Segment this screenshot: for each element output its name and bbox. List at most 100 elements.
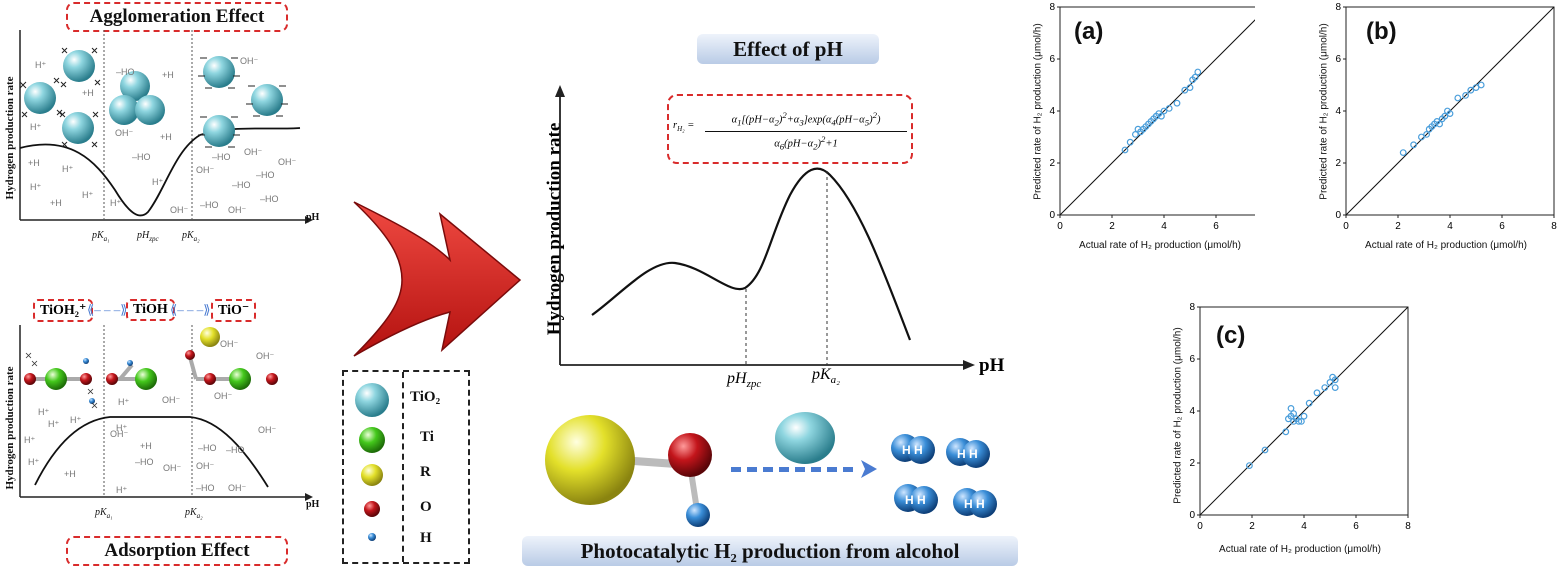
svg-text:H⁺: H⁺: [38, 407, 49, 417]
alcohol-r-group-icon: [545, 415, 635, 505]
x-tick-label: 2: [1249, 521, 1255, 532]
scatter-point: [1423, 130, 1430, 138]
y-tick-label: 0: [1049, 210, 1055, 221]
svg-text:H⁺: H⁺: [152, 177, 163, 187]
tio2-particle-icon: [24, 50, 283, 147]
equation-box: rH₂ = α1[(pH−α2)2+α3]exp(α4(pH−α5)2) α6(…: [667, 94, 913, 164]
x-tick-label: 2: [1395, 221, 1401, 232]
y-tick-label: 4: [1335, 106, 1341, 117]
effect-of-ph-text: Effect of pH: [733, 36, 843, 61]
y-tick-label: 2: [1049, 158, 1055, 169]
scatter-point: [1186, 84, 1194, 91]
svg-text:+H: +H: [160, 132, 172, 142]
species-tio: TiO⁻: [211, 299, 257, 322]
legend-label-o: O: [420, 499, 432, 515]
scatter-point: [1181, 86, 1189, 94]
scatter-point: [1446, 110, 1454, 117]
y-tick-label: 4: [1049, 106, 1055, 117]
svg-text:–HO: –HO: [212, 152, 231, 162]
scatter-point: [1313, 389, 1321, 397]
alcohol-o-atom-icon: [668, 433, 712, 477]
center-tick-phzpc: pHzpc: [727, 370, 762, 391]
left-bottom-tick-pka1: pKa₁: [95, 507, 113, 520]
scatter-point: [1454, 94, 1462, 102]
svg-text:H⁺: H⁺: [30, 182, 41, 192]
y-tick-label: 2: [1189, 458, 1195, 469]
svg-text:H⁺: H⁺: [35, 60, 46, 70]
panel-a-letter: (a): [1074, 18, 1104, 45]
scatter-point: [1121, 146, 1129, 154]
y-tick-label: 2: [1335, 158, 1341, 169]
species-row: TiOH₂⁺ ⟪– – –⟫ TiOH ⟪– – –⟫ TiO⁻: [33, 297, 257, 323]
x-tick-label: 6: [1499, 221, 1505, 232]
agglomeration-title: Agglomeration Effect: [89, 6, 265, 27]
legend-label-r: R: [420, 464, 431, 480]
svg-text:OH⁻: OH⁻: [196, 165, 215, 175]
equilibrium-arrow-icon: ⟪– – –⟫: [170, 302, 211, 317]
agglomeration-title-box: Agglomeration Effect: [66, 2, 288, 32]
tio2-sphere-icon: [355, 383, 389, 417]
y-tick-label: 8: [1335, 2, 1341, 13]
svg-text:–HO: –HO: [256, 170, 275, 180]
svg-text:H⁺: H⁺: [24, 435, 35, 445]
svg-text:H⁺: H⁺: [62, 164, 73, 174]
svg-text:–HO: –HO: [196, 483, 215, 493]
big-red-arrow-icon: [353, 201, 522, 357]
x-tick-label: 4: [1161, 221, 1167, 232]
x-tick-label: 4: [1447, 221, 1453, 232]
scatter-point: [1331, 376, 1339, 384]
scatter-point: [1173, 99, 1181, 107]
svg-text:H⁺: H⁺: [28, 457, 39, 467]
svg-text:OH⁻: OH⁻: [228, 483, 247, 493]
svg-text:+H: +H: [162, 70, 174, 80]
h2-molecule-label: H H: [905, 493, 926, 507]
svg-text:H⁺: H⁺: [116, 423, 127, 433]
left-top-tick-pka2: pKa₂: [182, 230, 200, 243]
scatter-b-ylabel: Predicted rate of H₂ production (μmol/h): [1318, 23, 1330, 200]
svg-text:H⁺: H⁺: [82, 190, 93, 200]
left-bottom-xlabel: pH: [306, 499, 320, 510]
photocatalytic-text: Photocatalytic H₂ production from alcoho…: [580, 538, 960, 563]
svg-text:OH⁻: OH⁻: [228, 205, 247, 215]
scatter-point: [1321, 384, 1329, 391]
scatter-point: [1326, 378, 1334, 386]
scatter-point: [1290, 410, 1298, 417]
svg-text:OH⁻: OH⁻: [214, 391, 233, 401]
x-tick-label: 8: [1405, 521, 1411, 532]
svg-text:+H: +H: [82, 88, 94, 98]
scatter-point: [1157, 112, 1165, 120]
svg-text:OH⁻: OH⁻: [220, 339, 239, 349]
center-plot: [555, 85, 975, 370]
panel-c-letter: (c): [1216, 322, 1246, 349]
scatter-b-svg: 00 2 2 4 4 6 6 8 8: [1335, 2, 1557, 232]
x-tick-label: 4: [1301, 521, 1307, 532]
svg-text:OH⁻: OH⁻: [110, 429, 129, 439]
identity-line: [1059, 19, 1255, 216]
h-sphere-icon: [368, 533, 376, 541]
scatter-point: [1300, 412, 1308, 420]
photocatalytic-title: Photocatalytic H₂ production from alcoho…: [522, 536, 1018, 566]
photocatalysis-scene: H H H H H H H H: [545, 412, 997, 527]
left-top-xlabel: pH: [306, 212, 320, 223]
scatter-point: [1297, 417, 1305, 425]
svg-text:H⁺: H⁺: [110, 198, 121, 208]
x-tick-label: 6: [1353, 521, 1359, 532]
scatter-point: [1160, 107, 1168, 115]
adsorption-plot: H⁺H⁺ H⁺ H⁺H⁺+H H⁺H⁺+H H⁺OH⁻OH⁻ –HOOH⁻OH⁻ …: [19, 325, 313, 501]
y-tick-label: 0: [1335, 210, 1341, 221]
svg-text:–HO: –HO: [260, 194, 279, 204]
svg-text:–HO: –HO: [232, 180, 251, 190]
scatter-point: [1331, 384, 1339, 391]
scatter-a-ylabel: Predicted rate of H₂ production (μmol/h): [1032, 23, 1044, 200]
adsorption-title-box: Adsorption Effect: [66, 536, 288, 566]
r-sphere-icon: [361, 464, 383, 486]
scatter-point: [1436, 120, 1444, 128]
alcohol-h-atom-icon: [686, 503, 710, 527]
o-sphere-icon: [364, 501, 380, 517]
scatter-point: [1126, 138, 1134, 146]
y-tick-label: 8: [1049, 2, 1055, 13]
scatter-point: [1287, 404, 1295, 412]
